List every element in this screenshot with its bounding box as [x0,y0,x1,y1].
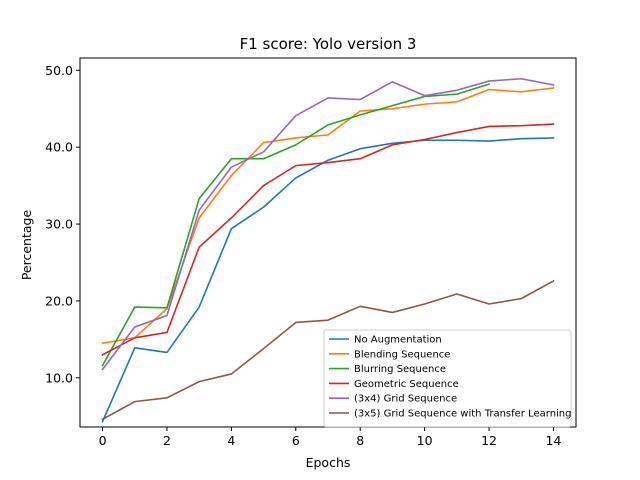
legend-label-2: Blurring Sequence [354,364,446,375]
series-line-4 [101,77,555,371]
series-line-3 [101,123,555,356]
x-tick-label: 4 [227,433,235,448]
y-tick-label: 30.0 [45,217,73,232]
x-tick-label: 2 [163,433,171,448]
y-tick-label: 10.0 [45,370,73,385]
legend-box [323,329,572,428]
x-tick-label: 6 [292,433,300,448]
y-tick-label: 20.0 [45,293,73,308]
legend: No Augmentation Blending Sequence Blurring… [323,329,572,428]
chart-title: F1 score: Yolo version 3 [240,35,417,53]
x-tick-label: 12 [481,433,497,448]
legend-label-0: No Augmentation [354,335,442,346]
series-layer [101,77,555,423]
legend-label-1: Blending Sequence [354,349,450,360]
x-axis-title: Epochs [306,455,351,470]
legend-label-3: Geometric Sequence [354,379,459,390]
series-line-5 [101,279,555,421]
legend-label-4: (3x4) Grid Sequence [354,394,457,405]
x-tick-label: 14 [546,433,562,448]
y-tick-label: 40.0 [45,140,73,155]
x-tick-label: 10 [417,433,433,448]
legend-label-5: (3x5) Grid Sequence with Transfer Learni… [354,409,572,420]
y-tick-label: 50.0 [45,63,73,78]
y-axis-title: Percentage [19,210,34,281]
x-tick-label: 8 [356,433,364,448]
x-tick-label: 0 [99,433,107,448]
series-line-0 [101,137,555,423]
